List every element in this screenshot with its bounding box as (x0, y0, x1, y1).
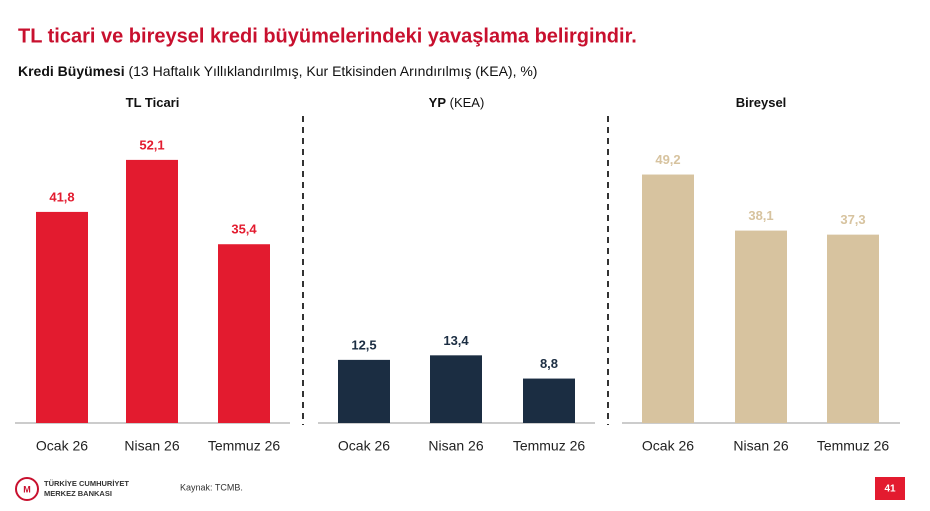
value-label: 12,5 (351, 337, 376, 352)
panel-title-main: Bireysel (736, 95, 787, 110)
panel-title: TL Ticari (126, 95, 180, 110)
panel-title-main: YP (429, 95, 447, 110)
bar (642, 174, 694, 423)
x-tick-label: Ocak 26 (338, 438, 390, 454)
bar (126, 159, 178, 423)
slide-subtitle: Kredi Büyümesi (13 Haftalık Yıllıklandır… (18, 63, 537, 79)
x-tick-label: Nisan 26 (428, 438, 483, 454)
bar (735, 230, 787, 423)
value-label: 13,4 (443, 333, 469, 348)
subtitle-bold: Kredi Büyümesi (18, 63, 125, 79)
value-label: 35,4 (231, 222, 257, 237)
source: Kaynak: TCMB. (180, 482, 243, 492)
x-tick-label: Nisan 26 (733, 438, 788, 454)
x-tick-label: Temmuz 26 (817, 438, 890, 454)
slide-title: TL ticari ve bireysel kredi büyümelerind… (18, 25, 637, 47)
x-tick-label: Temmuz 26 (208, 438, 281, 454)
x-tick-label: Temmuz 26 (513, 438, 586, 454)
panel-title: YP (KEA) (429, 95, 485, 110)
bar (218, 244, 270, 423)
bar (338, 359, 390, 423)
bar (827, 234, 879, 423)
bar (523, 378, 575, 423)
logo-glyph: M (23, 484, 31, 494)
panel-title-main: TL Ticari (126, 95, 180, 110)
value-label: 49,2 (655, 152, 680, 167)
x-tick-label: Ocak 26 (642, 438, 694, 454)
panel-title: Bireysel (736, 95, 787, 110)
x-tick-label: Ocak 26 (36, 438, 88, 454)
logo-text: TÜRKİYE CUMHURİYET (44, 479, 129, 488)
value-label: 37,3 (840, 212, 865, 227)
logo-text: MERKEZ BANKASI (44, 489, 112, 498)
bar (36, 211, 88, 423)
value-label: 8,8 (540, 356, 558, 371)
value-label: 38,1 (748, 208, 773, 223)
x-tick-label: Nisan 26 (124, 438, 179, 454)
value-label: 41,8 (49, 189, 74, 204)
subtitle-rest: (13 Haftalık Yıllıklandırılmış, Kur Etki… (128, 63, 537, 79)
logo-mark (15, 477, 39, 501)
page-badge (875, 477, 905, 500)
value-label: 52,1 (139, 137, 164, 152)
bar (430, 355, 482, 423)
page-number: 41 (884, 484, 896, 495)
logo: M TÜRKİYE CUMHURİYET MERKEZ BANKASI (15, 477, 129, 501)
panel-title-sub: (KEA) (450, 95, 485, 110)
